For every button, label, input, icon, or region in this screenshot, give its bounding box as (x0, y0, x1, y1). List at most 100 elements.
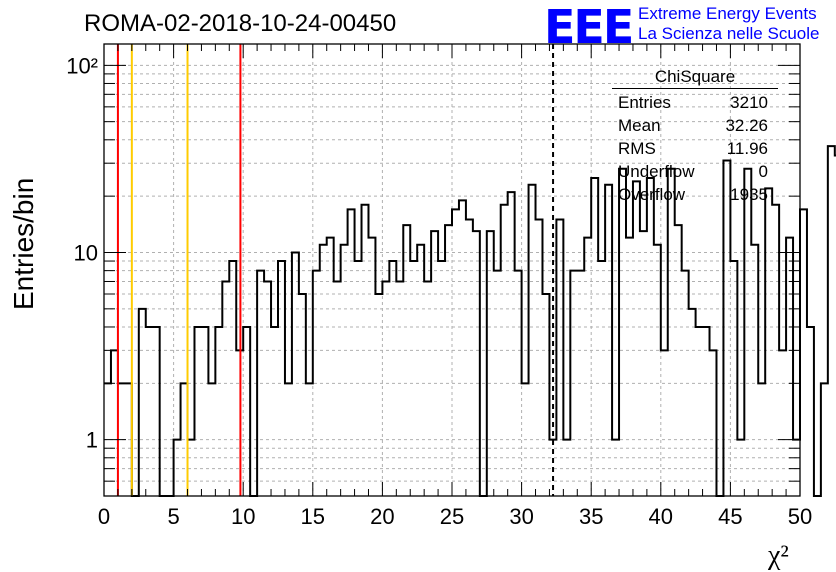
histogram-bin (751, 245, 758, 496)
x-tick-label: 30 (509, 504, 533, 529)
histogram-bin (389, 261, 396, 496)
histogram-bin (139, 309, 146, 496)
histogram-bin (410, 261, 417, 496)
histogram-bin (668, 169, 675, 496)
y-tick-label: 1 (86, 428, 98, 453)
stats-value: 3210 (730, 93, 768, 112)
histogram-bin (459, 200, 466, 496)
histogram-bin (341, 245, 348, 496)
histogram-bin (153, 327, 160, 496)
stats-label: RMS (618, 139, 656, 158)
histogram-bin (786, 238, 793, 496)
histogram-bin (264, 281, 271, 496)
stats-box: ChiSquare Entries 3210 Mean 32.26 RMS 11… (610, 66, 780, 206)
y-axis-label: Entries/bin (8, 177, 39, 310)
histogram-bin (396, 281, 403, 496)
histogram-bin (222, 281, 229, 496)
x-tick-label: 0 (98, 504, 110, 529)
histogram-bin (201, 327, 208, 496)
x-tick-label: 10 (231, 504, 255, 529)
histogram-bin (215, 327, 222, 496)
histogram-bin (598, 261, 605, 496)
histogram-bin (730, 261, 737, 496)
stats-title: ChiSquare (612, 66, 778, 89)
histogram-bin (744, 169, 751, 496)
histogram-bin (800, 209, 807, 496)
x-tick-label: 40 (649, 504, 673, 529)
histogram-bin (368, 238, 375, 496)
eee-logo-mark: EEE (544, 0, 634, 54)
histogram-bin (438, 261, 445, 496)
histogram-bin (229, 261, 236, 496)
stats-label: Mean (618, 116, 661, 135)
histogram-bin (355, 261, 362, 496)
x-tick-label: 45 (718, 504, 742, 529)
histogram-bin (382, 281, 389, 496)
logo-caption-line2: La Scienza nelle Scuole (638, 24, 820, 43)
x-tick-label: 35 (579, 504, 603, 529)
x-tick-label: 25 (440, 504, 464, 529)
marker-lines (116, 44, 555, 496)
x-tick-label: 15 (301, 504, 325, 529)
y-tick-label: 10² (66, 53, 98, 78)
y-tick-label: 10 (74, 240, 98, 265)
histogram-bin (194, 327, 201, 496)
stats-label: Underflow (618, 162, 695, 181)
histogram-bin (403, 225, 410, 496)
histogram-bin (654, 245, 661, 496)
grid-lines (104, 44, 800, 497)
histogram-bin (320, 245, 327, 496)
histogram-bin (292, 252, 299, 496)
stats-label: Entries (618, 93, 671, 112)
histogram-bin (445, 225, 452, 496)
histogram-bin (689, 309, 696, 496)
histogram-bin (278, 261, 285, 496)
stats-value: 1935 (730, 185, 768, 204)
histogram-bin (765, 188, 772, 496)
histogram-bin (828, 146, 835, 496)
stats-value: 32.26 (725, 116, 768, 135)
logo-caption-line1: Extreme Energy Events (638, 4, 817, 23)
histogram-bin (111, 350, 118, 496)
stats-row-underflow: Underflow 0 (610, 160, 780, 183)
histogram-bin (633, 181, 640, 496)
histogram-bin (243, 327, 250, 496)
run-title: ROMA-02-2018-10-24-00450 (84, 10, 397, 37)
histogram-bin (703, 327, 710, 496)
histogram-bin (334, 281, 341, 496)
histogram-bin (584, 238, 591, 496)
histogram-bin (696, 327, 703, 496)
histogram-bin (605, 185, 612, 496)
eee-logo: EEE Extreme Energy Events La Scienza nel… (544, 0, 834, 54)
stats-row-overflow: Overflow 1935 (610, 183, 780, 206)
stats-value: 0 (758, 162, 768, 181)
histogram-bin (327, 238, 334, 496)
histogram-bin (146, 327, 153, 496)
histogram-bin (821, 383, 828, 496)
histogram-bin (710, 350, 717, 496)
x-tick-label: 5 (167, 504, 179, 529)
histogram-bin (375, 294, 382, 496)
stats-row-mean: Mean 32.26 (610, 114, 780, 137)
histogram-bin (779, 350, 786, 496)
stats-value: 11.96 (726, 139, 768, 158)
stats-label: Overflow (618, 185, 686, 204)
x-tick-label: 20 (370, 504, 394, 529)
x-tick-label: 50 (788, 504, 812, 529)
histogram-bin (807, 327, 814, 496)
histogram-bin (723, 161, 730, 496)
histogram-bin (619, 169, 626, 496)
x-axis-label: χ² (768, 540, 789, 571)
axis-ticks (103, 44, 801, 497)
histogram-bin (626, 238, 633, 496)
tick-labels: 0 5 10 15 20 25 30 35 40 45 50 1 10 10² (66, 53, 812, 529)
histogram-bin (299, 294, 306, 496)
histogram-bin (661, 350, 668, 496)
histogram-bin (675, 225, 682, 496)
histogram-bin (542, 294, 549, 496)
stats-row-entries: Entries 3210 (610, 91, 780, 114)
stats-row-rms: RMS 11.96 (610, 137, 780, 160)
histogram-bin (424, 281, 431, 496)
histogram-bin (529, 185, 536, 496)
